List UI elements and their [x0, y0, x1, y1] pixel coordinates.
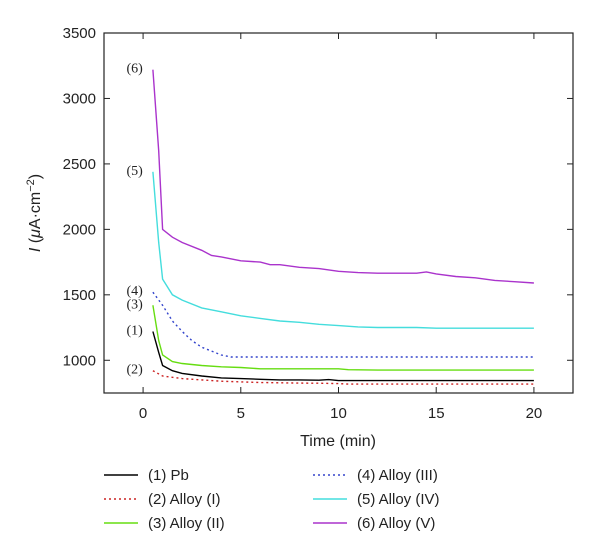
x-tick-label-20: 20 — [526, 405, 543, 422]
y-tick-label-2500: 2500 — [63, 156, 96, 173]
plot-frame — [103, 32, 574, 394]
y-tick-label-1500: 1500 — [63, 287, 96, 304]
y-axis-open: ( — [27, 237, 44, 247]
legend-label-5: (5) Alloy (IV) — [357, 491, 440, 508]
y-axis-close: ) — [27, 174, 44, 179]
legend-label-6: (6) Alloy (V) — [357, 515, 435, 532]
curve-label-1: (1) — [127, 323, 144, 338]
curve-labels: (1) (2) (3)(4) (5) (6) — [127, 62, 144, 378]
curve-label-6: (6) — [127, 62, 144, 77]
y-axis-symbol: I — [27, 247, 44, 252]
series-line-3 — [152, 305, 534, 371]
legend: (1) Pb (2) Alloy (I) (3) Alloy (II) (4) All… — [104, 467, 440, 532]
legend-label-3: (3) Alloy (II) — [148, 515, 225, 532]
legend-label-2: (2) Alloy (I) — [148, 491, 221, 508]
series-line-1 — [152, 331, 534, 382]
series-line-4 — [152, 291, 534, 358]
curve-label-5: (5) — [127, 164, 144, 179]
x-tick-label-5: 5 — [237, 405, 245, 422]
legend-label-4: (4) Alloy (III) — [357, 467, 438, 484]
y-axis-title: I (μA·cm−2) — [25, 174, 44, 252]
x-axis-title: Time (min) — [300, 433, 376, 450]
series-line-6 — [152, 69, 534, 284]
series-lines — [152, 69, 534, 385]
y-tick-label-1000: 1000 — [63, 352, 96, 369]
curve-label-3: (3) — [127, 297, 144, 312]
curve-label-4: (4) — [127, 284, 144, 299]
y-tick-label-2000: 2000 — [63, 221, 96, 238]
y-tick-label-3500: 3500 — [63, 25, 96, 42]
x-tick-label-10: 10 — [330, 405, 347, 422]
y-axis-unit: A·cm — [27, 192, 44, 229]
series-line-2 — [152, 370, 534, 385]
x-tick-label-15: 15 — [428, 405, 445, 422]
y-axis-exponent: −2 — [25, 179, 37, 192]
x-tick-label-0: 0 — [139, 405, 147, 422]
legend-label-1: (1) Pb — [148, 467, 189, 484]
curve-label-2: (2) — [127, 363, 144, 378]
y-tick-label-3000: 3000 — [63, 90, 96, 107]
series-line-5 — [152, 171, 534, 329]
y-axis-mu: μ — [27, 229, 44, 239]
axis-ticks: 0 5 10 15 20 1000 1500 2000 2500 3000 3500 — [63, 25, 573, 422]
